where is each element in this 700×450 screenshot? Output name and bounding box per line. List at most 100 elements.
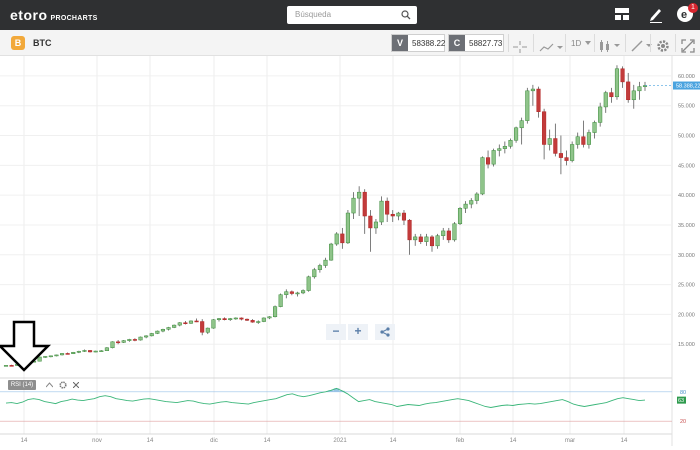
candle-body xyxy=(390,213,395,217)
candle-body xyxy=(469,200,474,205)
candle-body xyxy=(530,88,535,92)
rsi-label[interactable]: RSI (14) xyxy=(8,380,36,390)
collapse-icon[interactable] xyxy=(46,382,53,388)
candle-body xyxy=(536,88,541,112)
chart-grid xyxy=(0,56,673,446)
interval-value: 1D xyxy=(571,39,582,48)
candle-body xyxy=(345,212,350,244)
candle-body xyxy=(586,132,591,145)
price-tick-label: 45.000 xyxy=(678,163,695,169)
price-chart[interactable]: 60.000 55.000 50.000 45.000 40.000 35.000 30.0… xyxy=(0,56,700,450)
logo-subtitle: PROCHARTS xyxy=(50,15,98,22)
candle-body xyxy=(396,212,401,217)
close-icon[interactable] xyxy=(73,382,79,388)
candle-body xyxy=(267,316,272,319)
candle-body xyxy=(525,90,530,121)
candle-body xyxy=(228,318,233,320)
search-input[interactable]: Búsqueda xyxy=(287,6,417,24)
candle-body xyxy=(581,136,586,145)
time-tick-label: mar xyxy=(565,438,575,444)
candle-body xyxy=(424,236,429,242)
candle-body xyxy=(37,356,42,362)
candle-body xyxy=(216,318,222,320)
candle-body xyxy=(502,146,507,149)
zoom-in-button[interactable]: + xyxy=(348,324,368,340)
candle-body xyxy=(284,291,289,295)
fullscreen-icon[interactable] xyxy=(681,37,695,55)
candle-body xyxy=(626,81,631,101)
candle-body xyxy=(418,236,423,242)
indicators-icon[interactable] xyxy=(599,37,621,55)
candle-body xyxy=(261,317,266,322)
zoom-out-button[interactable]: − xyxy=(326,324,346,340)
candle-body xyxy=(385,200,390,215)
candle-body xyxy=(65,353,70,355)
rsi-current-badge xyxy=(677,396,686,404)
candle-body xyxy=(446,230,451,241)
candle-body xyxy=(104,347,109,351)
candle-body xyxy=(542,111,547,145)
candle-body xyxy=(177,322,182,326)
notification-badge: 1 xyxy=(688,3,698,13)
candle-body xyxy=(295,292,300,295)
crosshair-icon[interactable] xyxy=(513,38,527,56)
candle-body xyxy=(614,68,620,98)
candle-body xyxy=(480,157,485,195)
candle-body xyxy=(592,122,597,133)
candle-body xyxy=(306,276,311,291)
candle-body xyxy=(631,90,636,101)
candle-body xyxy=(474,193,479,201)
pencil-icon[interactable] xyxy=(648,6,664,24)
candle-body xyxy=(429,236,435,247)
buy-price: 58827.73 xyxy=(469,39,503,48)
time-tick-label: 2021 xyxy=(333,438,347,444)
candle-body xyxy=(373,221,378,229)
candle-body xyxy=(60,353,65,356)
candle-body xyxy=(9,365,14,367)
etoro-logo[interactable]: etoro PROCHARTS xyxy=(10,7,98,23)
time-tick-label: feb xyxy=(456,438,465,444)
candle-body xyxy=(188,320,194,324)
candle-body xyxy=(603,92,608,108)
rsi-overbought-fill xyxy=(333,388,340,392)
candle-body xyxy=(362,191,367,217)
price-axis: 60.000 55.000 50.000 45.000 40.000 35.000 30.0… xyxy=(673,74,700,348)
rsi-current-value: 63 xyxy=(678,398,684,404)
candle-body xyxy=(351,197,356,214)
buy-price-button[interactable]: C 58827.73 xyxy=(448,34,504,52)
share-icon xyxy=(380,327,390,337)
candle-body xyxy=(43,356,48,358)
candle-body xyxy=(564,157,569,161)
gear-icon[interactable] xyxy=(656,37,670,55)
rsi-settings-icon[interactable] xyxy=(59,381,67,389)
candle-body xyxy=(127,339,132,341)
buy-tag: C xyxy=(449,35,465,51)
price-tick-label: 60.000 xyxy=(678,74,695,80)
candle-body xyxy=(497,148,502,151)
candle-body xyxy=(132,339,137,341)
candle-body xyxy=(558,153,563,158)
candle-body xyxy=(317,265,322,270)
candle-body xyxy=(323,259,328,266)
candle-body xyxy=(222,318,227,320)
candle-body xyxy=(491,150,496,165)
candle-body xyxy=(547,138,552,145)
rsi-line xyxy=(5,387,646,408)
candle-body xyxy=(172,324,177,328)
candle-body xyxy=(463,203,468,209)
price-tick-label: 15.000 xyxy=(678,342,695,348)
time-tick-label: 14 xyxy=(621,438,628,444)
logo-text: etoro xyxy=(10,7,48,23)
interval-dropdown[interactable]: 1D xyxy=(571,39,592,57)
candle-body xyxy=(200,321,205,333)
layout-icon[interactable] xyxy=(614,6,630,22)
candle-body xyxy=(514,127,519,141)
chart-type-icon[interactable] xyxy=(539,38,563,56)
candle-body xyxy=(553,138,558,154)
candle-body xyxy=(149,333,154,337)
candle-body xyxy=(205,327,210,333)
share-button[interactable] xyxy=(375,324,395,340)
sell-price-button[interactable]: V 58388.22 xyxy=(391,34,445,52)
down-arrow-annotation xyxy=(0,320,52,372)
candle-body xyxy=(273,306,278,318)
